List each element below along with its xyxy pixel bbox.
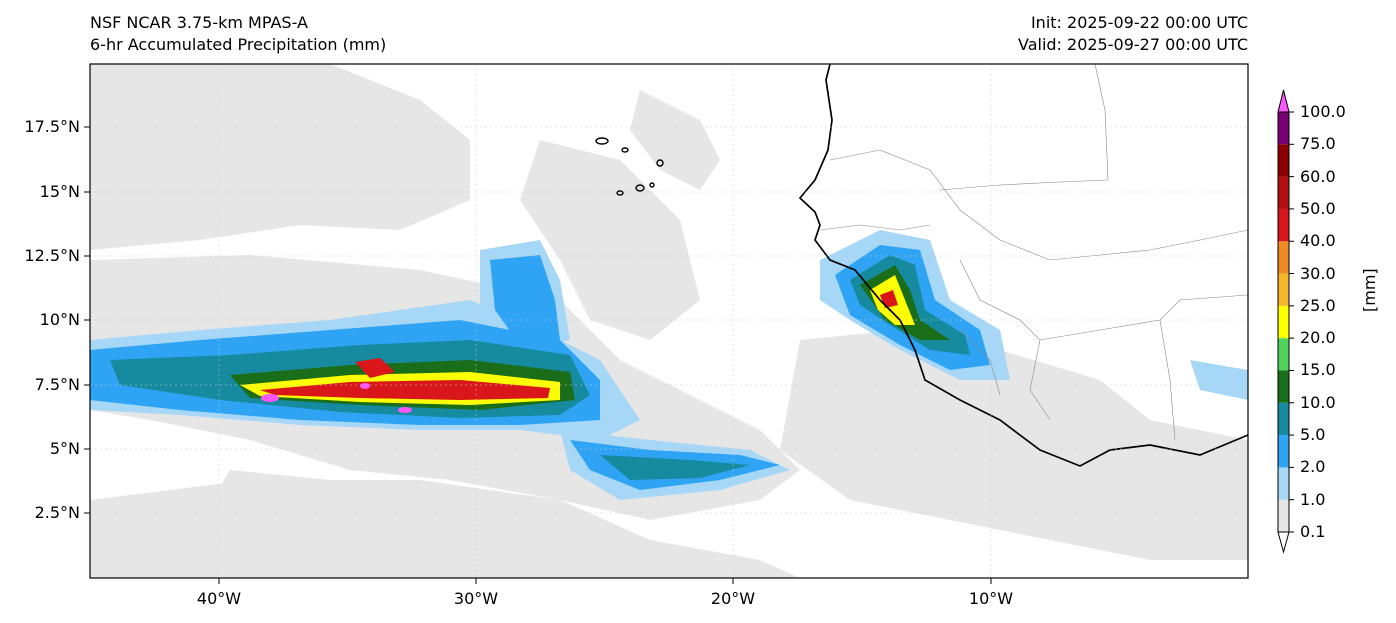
gridlines bbox=[90, 64, 1248, 578]
valid-time: Valid: 2025-09-27 00:00 UTC bbox=[1017, 35, 1248, 54]
map-area bbox=[90, 64, 1248, 578]
colorbar-segment bbox=[1278, 402, 1289, 436]
lat-label: 5°N bbox=[49, 439, 80, 458]
lat-label: 17.5°N bbox=[24, 117, 80, 136]
trace-precip-layer bbox=[90, 64, 1248, 578]
lat-label: 15°N bbox=[39, 182, 80, 201]
colorbar-tick-label: 10.0 bbox=[1300, 392, 1336, 412]
colorbar-segment bbox=[1278, 176, 1289, 209]
colorbar-unit-label: [mm] bbox=[1360, 268, 1379, 312]
colorbar-tick-label: 2.0 bbox=[1300, 457, 1326, 477]
colorbar-tick-label: 40.0 bbox=[1300, 231, 1336, 251]
coastline bbox=[798, 64, 1248, 467]
colorbar-segment bbox=[1278, 144, 1289, 177]
colorbar-tick-label: 1.0 bbox=[1300, 489, 1326, 509]
colorbar bbox=[1277, 89, 1294, 554]
lon-label: 40°W bbox=[196, 589, 242, 608]
colorbar-extend-high bbox=[1277, 89, 1290, 113]
lat-label: 2.5°N bbox=[34, 503, 80, 522]
colorbar-segment bbox=[1278, 338, 1289, 371]
colorbar-tick-label: 30.0 bbox=[1300, 263, 1336, 283]
colorbar-segment bbox=[1278, 208, 1289, 242]
colorbar-frame bbox=[1277, 111, 1290, 533]
map-frame bbox=[89, 63, 1249, 579]
colorbar-tick-label: 75.0 bbox=[1300, 134, 1336, 154]
colorbar-tick-label: 20.0 bbox=[1300, 328, 1336, 348]
colorbar-tick-label: 100.0 bbox=[1300, 102, 1346, 121]
colorbar-segment bbox=[1278, 467, 1289, 500]
colorbar-extend-low bbox=[1277, 531, 1290, 554]
extreme-rain-layer bbox=[261, 383, 412, 413]
model-title: NSF NCAR 3.75-km MPAS-A bbox=[90, 13, 308, 32]
axis-ticks bbox=[84, 126, 992, 584]
lat-label: 10°N bbox=[39, 310, 80, 329]
colorbar-segment bbox=[1278, 305, 1289, 339]
field-title: 6-hr Accumulated Precipitation (mm) bbox=[90, 35, 387, 54]
lat-label: 7.5°N bbox=[34, 375, 80, 394]
colorbar-segment bbox=[1278, 499, 1289, 532]
colorbar-segment bbox=[1278, 435, 1289, 468]
lon-label: 10°W bbox=[968, 589, 1014, 608]
colorbar-tick-label: 0.1 bbox=[1300, 522, 1326, 541]
country-borders bbox=[819, 64, 1248, 441]
colorbar-tick-label: 60.0 bbox=[1300, 166, 1336, 186]
lon-label: 20°W bbox=[710, 589, 756, 608]
colorbar-segment bbox=[1278, 241, 1289, 274]
colorbar-tick-label: 15.0 bbox=[1300, 360, 1336, 380]
lon-label: 30°W bbox=[453, 589, 499, 608]
colorbar-segment bbox=[1278, 273, 1289, 306]
colorbar-segment bbox=[1278, 370, 1289, 403]
lat-label: 12.5°N bbox=[24, 246, 80, 265]
colorbar-tick-label: 50.0 bbox=[1300, 198, 1336, 218]
colorbar-tick-label: 5.0 bbox=[1300, 425, 1326, 445]
colorbar-segment bbox=[1278, 112, 1289, 145]
init-time: Init: 2025-09-22 00:00 UTC bbox=[1030, 13, 1248, 32]
cape-verde-islands bbox=[595, 137, 664, 196]
colorbar-tick-label: 25.0 bbox=[1300, 295, 1336, 315]
